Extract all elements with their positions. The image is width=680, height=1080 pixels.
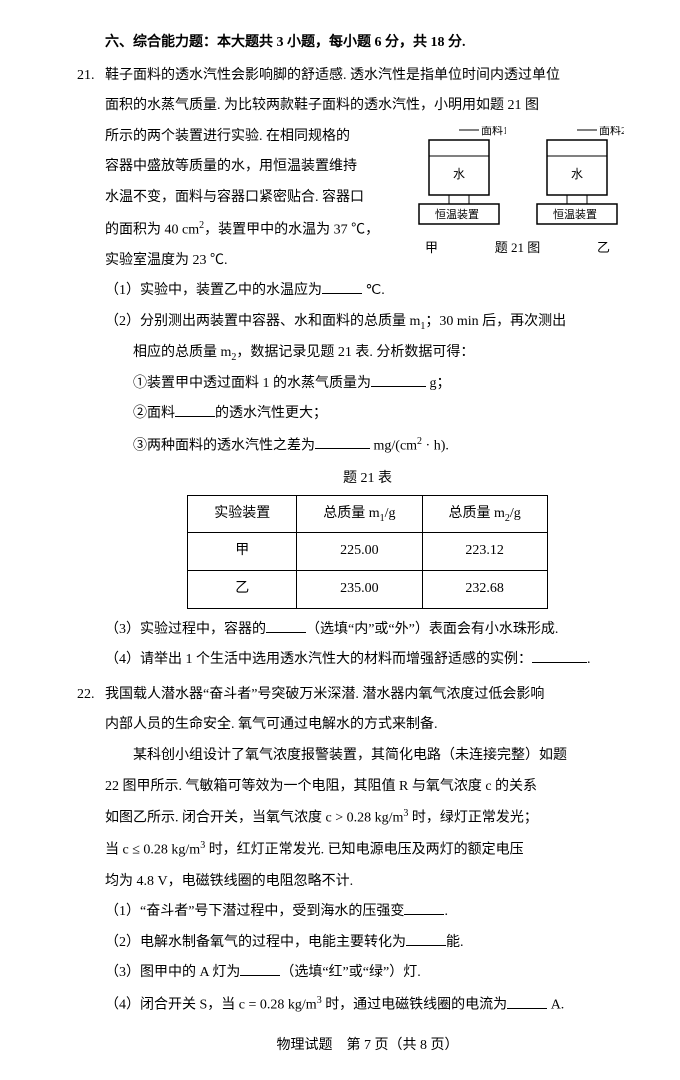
q21-sub1: （1）实验中，装置乙中的水温应为 ℃. — [105, 278, 630, 305]
blank-22-3 — [240, 961, 280, 976]
label-m2: 面料2 — [599, 126, 624, 137]
label-water-2: 水 — [571, 167, 583, 181]
q22-p6: 当 c ≤ 0.28 kg/m3 时，红灯正常发光. 已知电源电压及两灯的额定电… — [105, 836, 630, 864]
question-21: 21. 鞋子面料的透水汽性会影响脚的舒适感. 透水汽性是指单位时间内透过单位 面… — [105, 63, 630, 678]
table-header-row: 实验装置 总质量 m1/g 总质量 m2/g — [188, 495, 548, 533]
table-row: 甲 225.00 223.12 — [188, 533, 548, 571]
q21-line-b: 面积的水蒸气质量. 为比较两款鞋子面料的透水汽性，小明用如题 21 图 — [105, 93, 630, 120]
label-m1: 面料1 — [481, 126, 506, 137]
q21-sub2d: ②面料的透水汽性更大； — [105, 401, 630, 428]
q22-p5: 如图乙所示. 闭合开关，当氧气浓度 c > 0.28 kg/m3 时，绿灯正常发… — [105, 804, 630, 832]
fig-yi: 乙 — [597, 236, 610, 261]
blank-1 — [322, 279, 362, 294]
q21-line-a: 鞋子面料的透水汽性会影响脚的舒适感. 透水汽性是指单位时间内透过单位 — [105, 63, 630, 90]
blank-22-2 — [406, 930, 446, 945]
table-caption: 题 21 表 — [105, 466, 630, 493]
fig-jia: 甲 — [425, 236, 438, 261]
q21-sub2c: ①装置甲中透过面料 1 的水蒸气质量为 g； — [105, 371, 630, 398]
label-box-1: 恒温装置 — [435, 208, 479, 221]
table-row: 乙 235.00 232.68 — [188, 571, 548, 609]
blank-3 — [266, 617, 306, 632]
q22-sub2: （2）电解水制备氧气的过程中，电能主要转化为能. — [105, 930, 630, 957]
q21-sub3: （3）实验过程中，容器的（选填“内”或“外”）表面会有小水珠形成. — [105, 617, 630, 644]
blank-22-1 — [404, 900, 444, 915]
th-1: 实验装置 — [188, 495, 297, 533]
q22-sub1: （1）“奋斗者”号下潜过程中，受到海水的压强变. — [105, 899, 630, 926]
q22-p7: 均为 4.8 V，电磁铁线圈的电阻忽略不计. — [105, 869, 630, 896]
blank-2e — [315, 434, 370, 449]
th-2: 总质量 m1/g — [297, 495, 422, 533]
blank-2c — [371, 371, 426, 386]
blank-22-4 — [507, 993, 547, 1008]
q21-number: 21. — [77, 63, 95, 90]
page-footer: 物理试题 第 7 页（共 8 页） — [105, 1033, 630, 1060]
blank-2d — [175, 402, 215, 417]
fig-caption: 题 21 图 — [495, 236, 541, 261]
q21-sub2a: （2）分别测出两装置中容器、水和面料的总质量 m1；30 min 后，再次测出 — [105, 309, 630, 336]
section-heading: 六、综合能力题：本大题共 3 小题，每小题 6 分，共 18 分. — [105, 30, 630, 57]
q22-p1: 我国载人潜水器“奋斗者”号突破万米深潜. 潜水器内氧气浓度过低会影响 — [105, 682, 630, 709]
th-3: 总质量 m2/g — [422, 495, 547, 533]
question-22: 22. 我国载人潜水器“奋斗者”号突破万米深潜. 潜水器内氧气浓度过低会影响 内… — [105, 682, 630, 1020]
q21-sub4: （4）请举出 1 个生活中选用透水汽性大的材料而增强舒适感的实例：. — [105, 647, 630, 674]
blank-4 — [532, 648, 587, 663]
device-jia: 面料1 水 恒温装置 — [411, 126, 506, 236]
q21-sub2e: ③两种面料的透水汽性之差为 mg/(cm2 · h). — [105, 432, 630, 460]
q21-table: 实验装置 总质量 m1/g 总质量 m2/g 甲 225.00 223.12 乙… — [187, 495, 548, 609]
q22-sub4: （4）闭合开关 S，当 c = 0.28 kg/m3 时，通过电磁铁线圈的电流为… — [105, 991, 630, 1019]
label-water-1: 水 — [453, 167, 465, 181]
q22-number: 22. — [77, 682, 95, 709]
q22-p4: 22 图甲所示. 气敏箱可等效为一个电阻，其阻值 R 与氧气浓度 c 的关系 — [105, 774, 630, 801]
q22-sub3: （3）图甲中的 A 灯为（选填“红”或“绿”）灯. — [105, 960, 630, 987]
device-yi: 面料2 水 恒温装置 — [529, 126, 624, 236]
q22-p2: 内部人员的生命安全. 氧气可通过电解水的方式来制备. — [105, 712, 630, 739]
q21-figure: 面料1 水 恒温装置 面料2 水 恒温 — [405, 126, 630, 261]
q22-p3: 某科创小组设计了氧气浓度报警装置，其简化电路（未连接完整）如题 — [105, 743, 630, 770]
label-box-2: 恒温装置 — [553, 208, 597, 221]
q21-sub2b: 相应的总质量 m2，数据记录见题 21 表. 分析数据可得： — [105, 340, 630, 367]
